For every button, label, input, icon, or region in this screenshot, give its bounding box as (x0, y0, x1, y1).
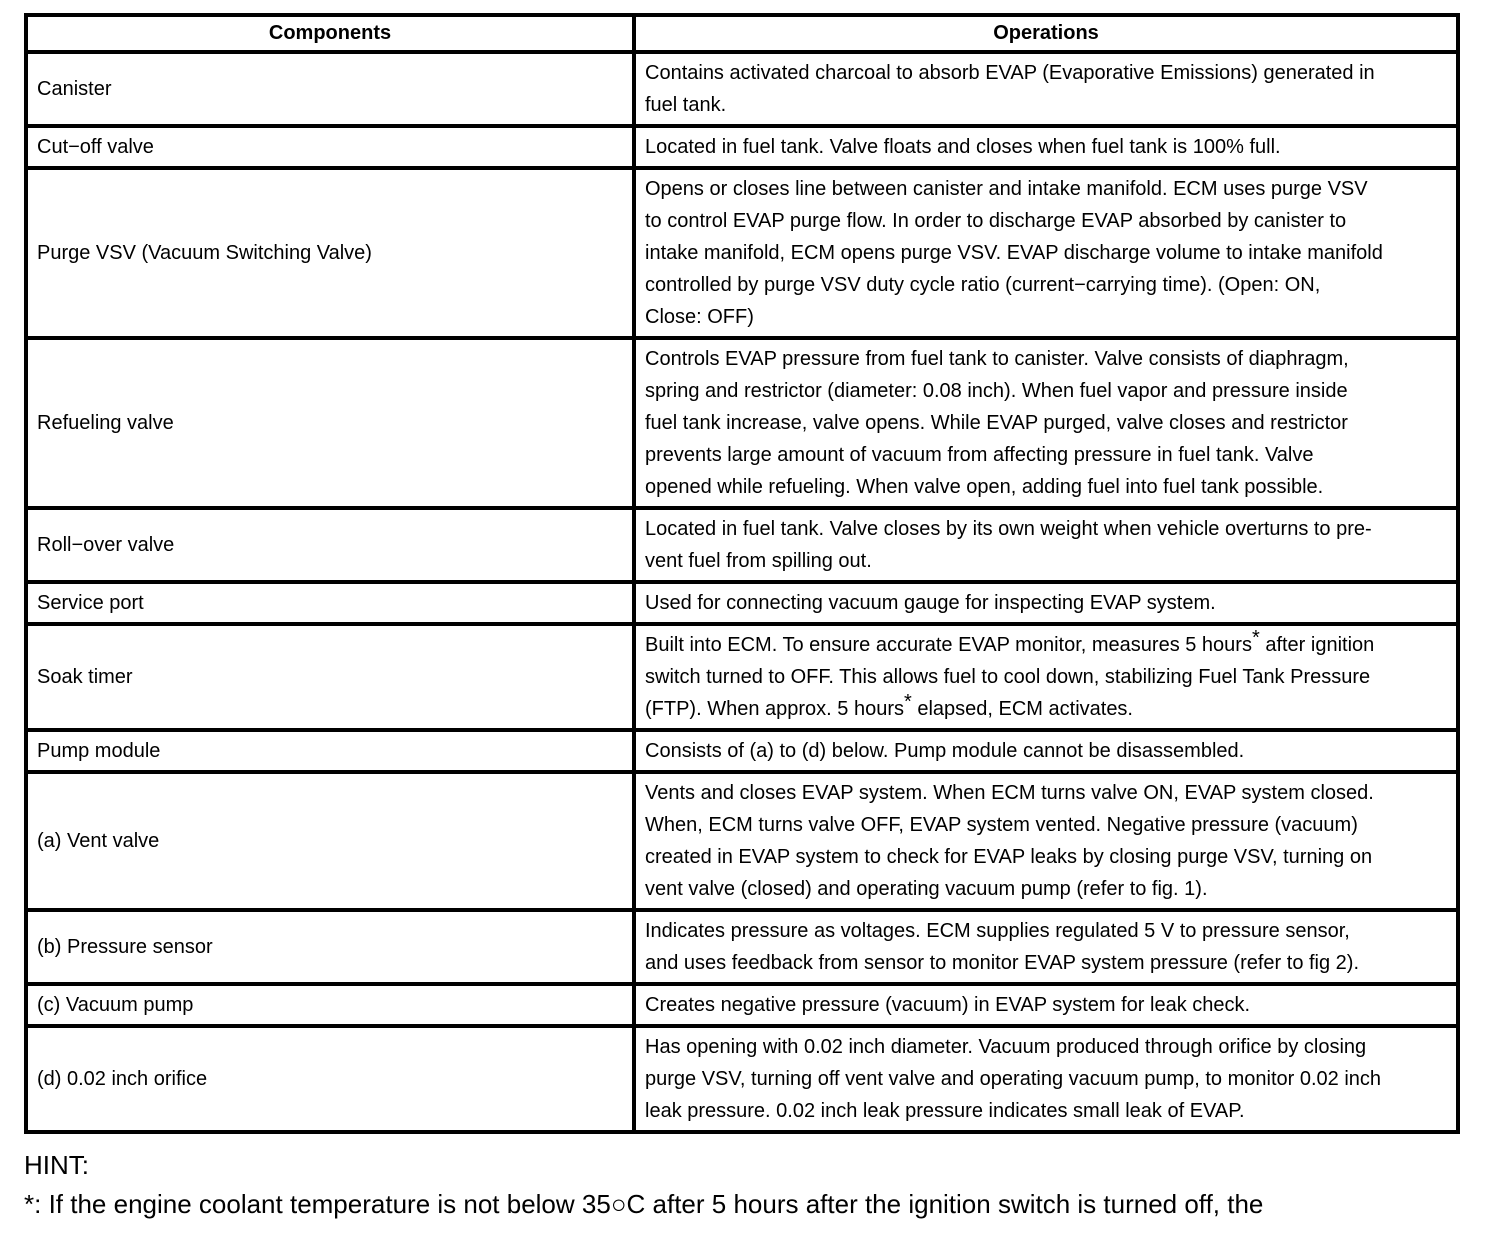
operation-cell: Opens or closes line between canister an… (632, 166, 1460, 340)
component-cell: Refueling valve (24, 336, 636, 510)
component-cell: Cut−off valve (24, 124, 636, 170)
table-row-soak-timer: Soak timer Built into ECM. To ensure acc… (24, 622, 1460, 732)
table-row-vent-valve: (a) Vent valve Vents and closes EVAP sys… (24, 770, 1460, 912)
component-cell: Roll−over valve (24, 506, 636, 584)
table-row-refueling-valve: Refueling valve Controls EVAP pressure f… (24, 336, 1460, 510)
table-row-orifice: (d) 0.02 inch orifice Has opening with 0… (24, 1024, 1460, 1134)
component-cell: (a) Vent valve (24, 770, 636, 912)
operation-cell: Located in fuel tank. Valve closes by it… (632, 506, 1460, 584)
superscript-asterisk: * (1251, 627, 1260, 649)
table-row-vacuum-pump: (c) Vacuum pump Creates negative pressur… (24, 982, 1460, 1028)
hint-title: HINT: (24, 1150, 89, 1180)
superscript-asterisk: * (903, 691, 912, 713)
component-cell: Service port (24, 580, 636, 626)
component-cell: (d) 0.02 inch orifice (24, 1024, 636, 1134)
operation-cell: Contains activated charcoal to absorb EV… (632, 50, 1460, 128)
table-row-cut-off-valve: Cut−off valve Located in fuel tank. Valv… (24, 124, 1460, 170)
table-header-row: Components Operations (24, 13, 1460, 54)
component-cell: Pump module (24, 728, 636, 774)
component-cell: Canister (24, 50, 636, 128)
operation-text: Built into ECM. To ensure accurate EVAP … (645, 634, 1252, 656)
operation-cell: Creates negative pressure (vacuum) in EV… (632, 982, 1460, 1028)
operation-cell: Built into ECM. To ensure accurate EVAP … (632, 622, 1460, 732)
operations-column-header: Operations (632, 13, 1460, 54)
table-row-purge-vsv: Purge VSV (Vacuum Switching Valve) Opens… (24, 166, 1460, 340)
operation-cell: Has opening with 0.02 inch diameter. Vac… (632, 1024, 1460, 1134)
operation-cell: Controls EVAP pressure from fuel tank to… (632, 336, 1460, 510)
operation-cell: Consists of (a) to (d) below. Pump modul… (632, 728, 1460, 774)
operation-text: after ignition switch turned to OFF. Thi… (645, 634, 1375, 720)
table-row-service-port: Service port Used for connecting vacuum … (24, 580, 1460, 626)
hint-section: HINT: *: If the engine coolant temperatu… (24, 1146, 1484, 1234)
operation-cell: Indicates pressure as voltages. ECM supp… (632, 908, 1460, 986)
component-cell: Purge VSV (Vacuum Switching Valve) (24, 166, 636, 340)
component-cell: (b) Pressure sensor (24, 908, 636, 986)
table-row-pump-module: Pump module Consists of (a) to (d) below… (24, 728, 1460, 774)
table-row-roll-over-valve: Roll−over valve Located in fuel tank. Va… (24, 506, 1460, 584)
table-row-canister: Canister Contains activated charcoal to … (24, 50, 1460, 128)
component-cell: Soak timer (24, 622, 636, 732)
operation-cell: Located in fuel tank. Valve floats and c… (632, 124, 1460, 170)
operation-cell: Vents and closes EVAP system. When ECM t… (632, 770, 1460, 912)
operation-cell: Used for connecting vacuum gauge for ins… (632, 580, 1460, 626)
table-row-pressure-sensor: (b) Pressure sensor Indicates pressure a… (24, 908, 1460, 986)
components-operations-table: Components Operations Canister Contains … (24, 13, 1460, 1134)
hint-note: *: If the engine coolant temperature is … (24, 1189, 1264, 1234)
components-column-header: Components (24, 13, 636, 54)
component-cell: (c) Vacuum pump (24, 982, 636, 1028)
operation-text: elapsed, ECM activates. (911, 698, 1133, 720)
